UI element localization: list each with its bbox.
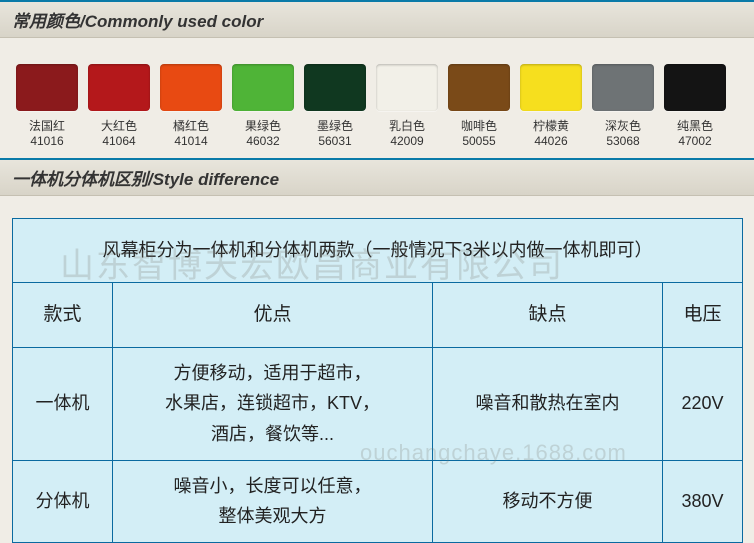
swatch-name: 橘红色 [173, 117, 209, 134]
cell-c3: 噪音和散热在室内 [433, 347, 663, 460]
color-swatch: 纯黑色47002 [664, 64, 726, 148]
style-table-wrap: 风幕柜分为一体机和分体机两款（一般情况下3米以内做一体机即可） 款式 优点 缺点… [0, 196, 754, 543]
swatch-code: 53068 [606, 134, 639, 148]
swatch-box [592, 64, 654, 111]
table-row: 一体机方便移动，适用于超市， 水果店，连锁超市，KTV， 酒店，餐饮等...噪音… [13, 347, 743, 460]
section-title-colors: 常用颜色/Commonly used color [12, 7, 263, 32]
col-style: 款式 [13, 282, 113, 347]
swatch-box [16, 64, 78, 111]
color-swatch: 橘红色41014 [160, 64, 222, 148]
swatch-code: 50055 [462, 134, 495, 148]
swatch-box [304, 64, 366, 111]
table-row: 分体机噪音小，长度可以任意， 整体美观大方移动不方便380V [13, 460, 743, 542]
color-swatch: 深灰色53068 [592, 64, 654, 148]
section-title-style: 一体机分体机区别/Style difference [12, 165, 279, 190]
swatch-name: 柠檬黄 [533, 117, 569, 134]
swatch-box [160, 64, 222, 111]
cell-c2: 噪音小，长度可以任意， 整体美观大方 [113, 460, 433, 542]
cell-c4: 220V [663, 347, 743, 460]
color-swatch: 果绿色46032 [232, 64, 294, 148]
swatch-name: 果绿色 [245, 117, 281, 134]
swatch-name: 纯黑色 [677, 117, 713, 134]
swatch-code: 46032 [246, 134, 279, 148]
section-header-style: 一体机分体机区别/Style difference [0, 158, 754, 196]
swatch-box [520, 64, 582, 111]
col-cons: 缺点 [433, 282, 663, 347]
swatch-name: 乳白色 [389, 117, 425, 134]
col-voltage: 电压 [663, 282, 743, 347]
color-swatch: 大红色41064 [88, 64, 150, 148]
swatch-name: 墨绿色 [317, 117, 353, 134]
cell-c4: 380V [663, 460, 743, 542]
color-swatch: 柠檬黄44026 [520, 64, 582, 148]
color-swatch: 乳白色42009 [376, 64, 438, 148]
cell-c1: 分体机 [13, 460, 113, 542]
color-swatch: 咖啡色50055 [448, 64, 510, 148]
swatch-name: 咖啡色 [461, 117, 497, 134]
swatch-code: 44026 [534, 134, 567, 148]
swatch-code: 42009 [390, 134, 423, 148]
swatch-code: 41014 [174, 134, 207, 148]
swatch-box [664, 64, 726, 111]
cell-c3: 移动不方便 [433, 460, 663, 542]
swatch-code: 56031 [318, 134, 351, 148]
color-swatch-row: 法国红41016大红色41064橘红色41014果绿色46032墨绿色56031… [0, 38, 754, 158]
color-swatch: 墨绿色56031 [304, 64, 366, 148]
table-caption-row: 风幕柜分为一体机和分体机两款（一般情况下3米以内做一体机即可） [13, 219, 743, 283]
swatch-box [448, 64, 510, 111]
swatch-box [376, 64, 438, 111]
table-header-row: 款式 优点 缺点 电压 [13, 282, 743, 347]
swatch-name: 大红色 [101, 117, 137, 134]
swatch-name: 深灰色 [605, 117, 641, 134]
swatch-code: 41064 [102, 134, 135, 148]
col-pros: 优点 [113, 282, 433, 347]
swatch-box [232, 64, 294, 111]
table-caption: 风幕柜分为一体机和分体机两款（一般情况下3米以内做一体机即可） [13, 219, 743, 283]
cell-c1: 一体机 [13, 347, 113, 460]
swatch-code: 47002 [678, 134, 711, 148]
cell-c2: 方便移动，适用于超市， 水果店，连锁超市，KTV， 酒店，餐饮等... [113, 347, 433, 460]
swatch-box [88, 64, 150, 111]
color-swatch: 法国红41016 [16, 64, 78, 148]
swatch-name: 法国红 [29, 117, 65, 134]
section-header-colors: 常用颜色/Commonly used color [0, 0, 754, 38]
style-difference-table: 风幕柜分为一体机和分体机两款（一般情况下3米以内做一体机即可） 款式 优点 缺点… [12, 218, 743, 543]
swatch-code: 41016 [30, 134, 63, 148]
